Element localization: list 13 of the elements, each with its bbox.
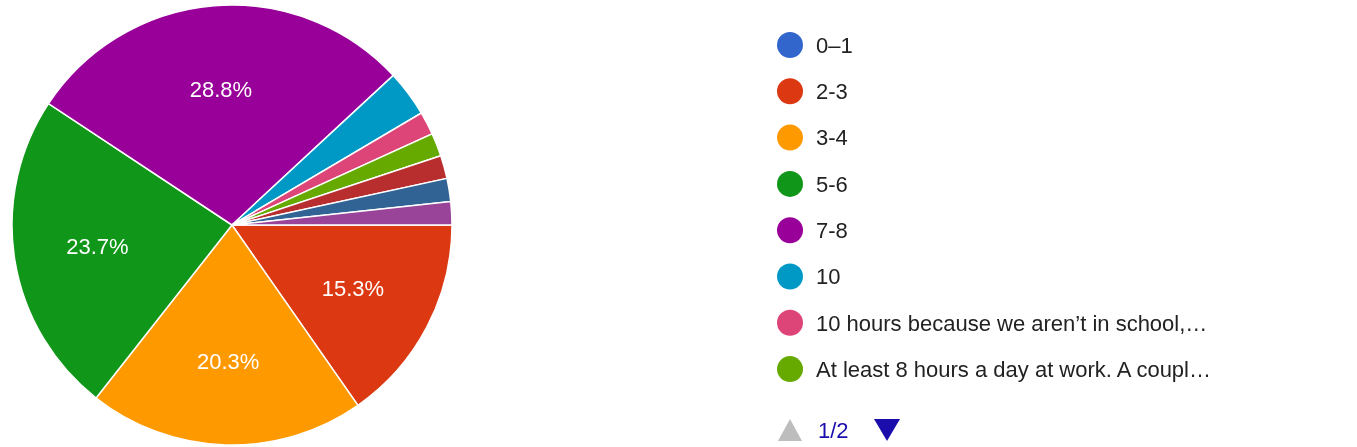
legend-label: 10 hours because we aren’t in school,… xyxy=(816,310,1208,336)
legend-label: 0–1 xyxy=(816,32,853,58)
data-label: 28.8% xyxy=(189,76,253,102)
legend-label: 2-3 xyxy=(816,79,848,104)
data-label: 15.3% xyxy=(321,275,385,301)
text: 1/2 xyxy=(818,417,849,443)
legend-label: 10 xyxy=(816,264,841,290)
legend-label: 7-8 xyxy=(816,217,848,243)
legend-label: 5-6 xyxy=(816,171,848,197)
data-label: 23.7% xyxy=(66,234,129,260)
legend-label: 3-4 xyxy=(816,125,848,151)
data-label: 20.3% xyxy=(196,349,260,375)
legend-label: At least 8 hours a day at work. A coupl… xyxy=(816,356,1211,382)
